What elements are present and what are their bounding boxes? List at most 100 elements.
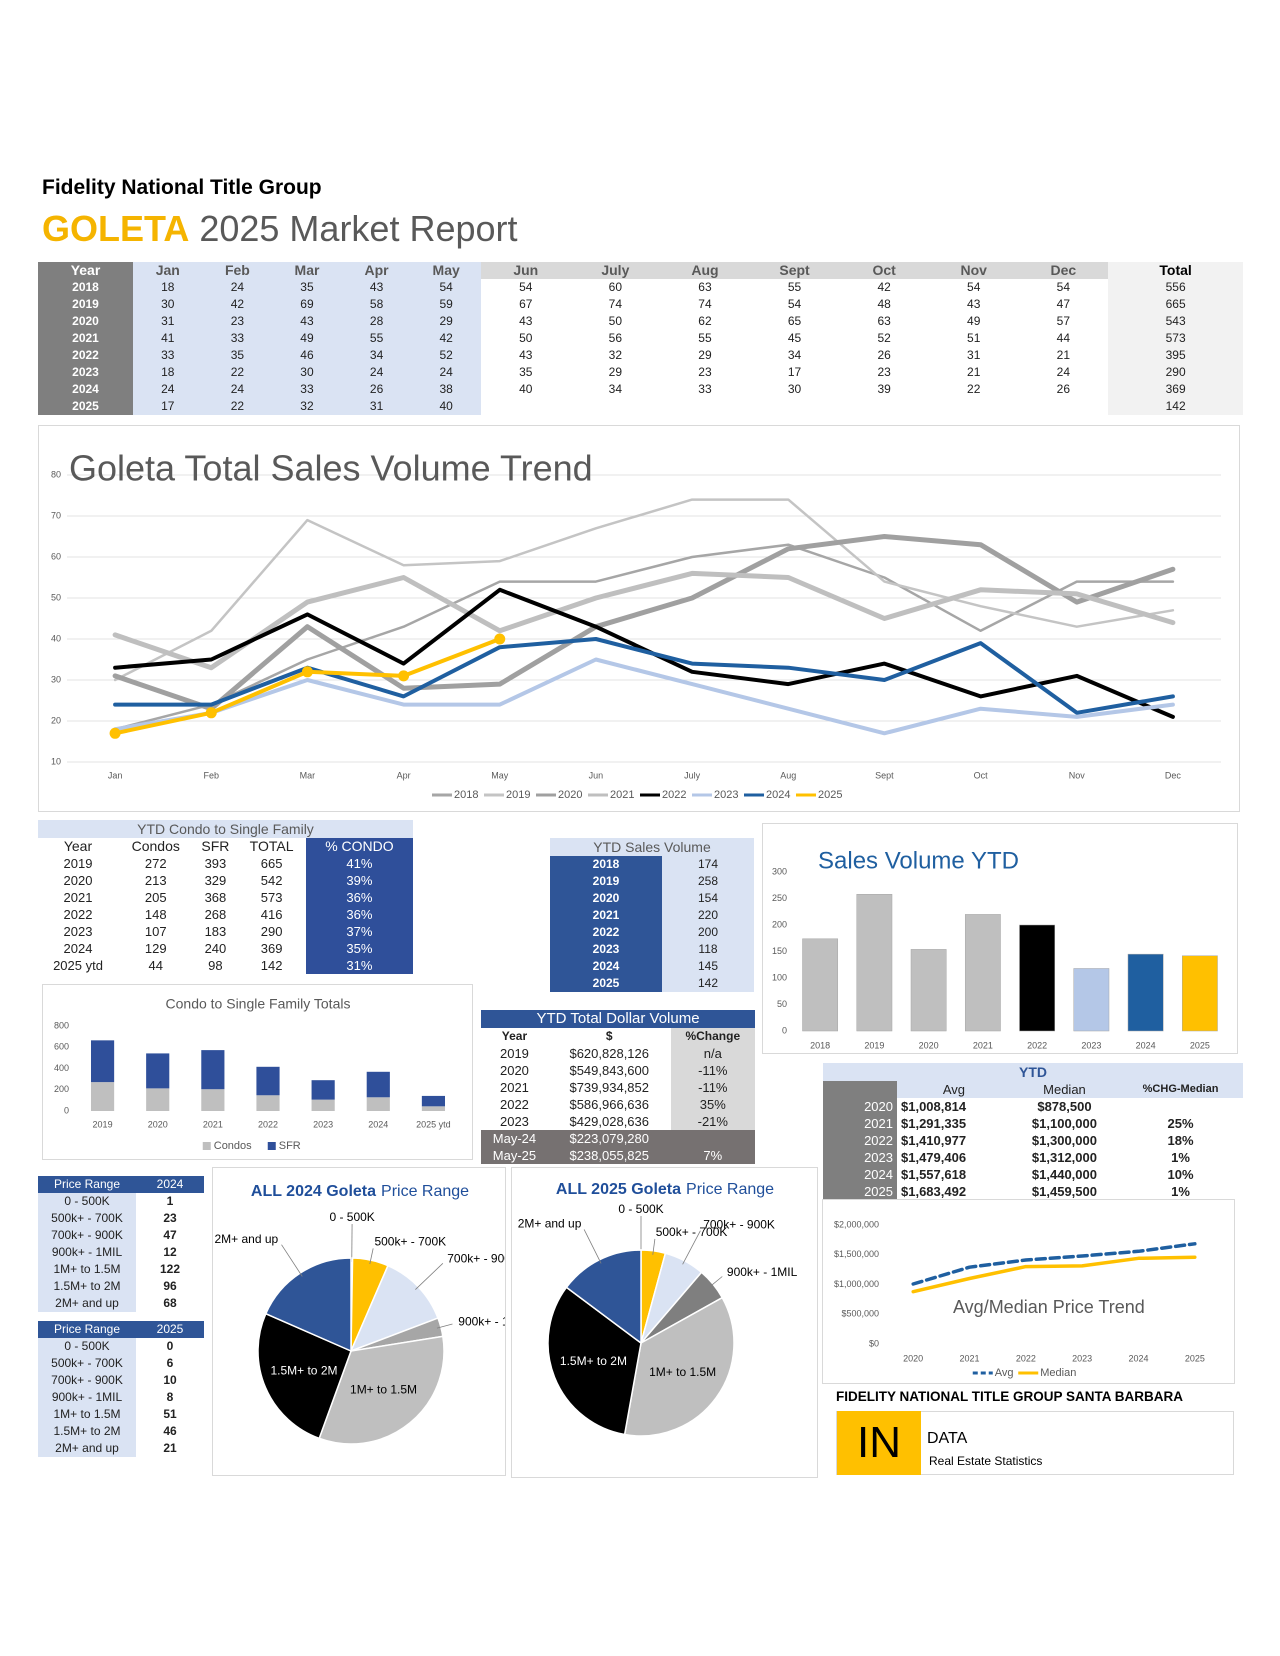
bar-segment	[90, 1082, 115, 1111]
table-cell: 2M+ and up	[38, 1440, 136, 1457]
table-cell: 2024	[550, 958, 662, 975]
table-cell: 1.5M+ to 2M	[38, 1423, 136, 1440]
table-row: 2021 220	[550, 907, 754, 924]
series-line	[112, 570, 1176, 671]
header-cell: Price Range	[38, 1321, 136, 1338]
header-cell: Feb	[202, 262, 273, 279]
pie-slice	[623, 1296, 735, 1437]
price-table-2024: Price Range 2024 0 - 500K 1 500k+ - 700K 23 70…	[38, 1176, 204, 1312]
table-row: 2020 154	[550, 890, 754, 907]
slice-label: 900k+ - 1MIL	[458, 1315, 506, 1329]
table-cell: 8	[166, 1390, 174, 1404]
table-row: 2025 142	[550, 975, 754, 992]
leader-line	[709, 1276, 723, 1287]
header-cell: Avg	[897, 1081, 1011, 1098]
table-cell: 30	[272, 364, 342, 381]
slice-label: 0 - 500K	[329, 1210, 374, 1224]
y-tick-label: 20	[51, 715, 61, 725]
table-title: YTD Condo to Single Family	[38, 820, 413, 838]
table-cell: $238,055,825	[547, 1147, 671, 1164]
price-table-2025: Price Range 2025 0 - 500K 0 500k+ - 700K 6 700…	[38, 1321, 204, 1457]
legend-swatch	[202, 1142, 211, 1150]
y-tick-label: 30	[51, 674, 61, 684]
table-cell: 35%	[670, 1096, 755, 1113]
table-cell: $1,100,000	[1031, 1116, 1097, 1131]
legend-label: 2020	[558, 789, 582, 801]
table-row: 2020 $1,008,814 $878,500	[823, 1098, 1243, 1115]
slice-label: 1.5M+ to 2M	[560, 1354, 627, 1368]
bar-segment	[366, 1071, 390, 1098]
x-tick-label: 2023	[1081, 1040, 1101, 1050]
table-cell: 272	[144, 856, 167, 871]
bar-segment	[201, 1089, 225, 1111]
header-cell: Nov	[928, 262, 1019, 279]
table-cell: 96	[163, 1279, 177, 1293]
legend-swatch	[267, 1142, 276, 1150]
table-cell: $1,312,000	[1031, 1150, 1097, 1165]
table-cell: 22	[202, 364, 273, 381]
condo-table: YTD Condo to Single Family Year Condos SFR T…	[38, 820, 413, 974]
title-bold: ALL 2024 Goleta	[251, 1183, 376, 1200]
x-tick-label: Apr	[397, 770, 411, 780]
table-cell: 543	[1108, 313, 1244, 330]
leader-line	[281, 1244, 303, 1277]
table-cell: 148	[144, 907, 167, 922]
table-cell: 21	[163, 1441, 177, 1455]
table-cell: 46	[272, 347, 342, 364]
table-cell: 23	[163, 1211, 177, 1225]
bar-segment	[421, 1106, 446, 1111]
table-cell: 2025 ytd	[53, 958, 103, 973]
footer-title: FIDELITY NATIONAL TITLE GROUP SANTA BARB…	[836, 1389, 1183, 1404]
header-row: Year $ %Change	[481, 1028, 755, 1045]
table-cell: $1,459,500	[1031, 1184, 1097, 1199]
table-cell: 268	[204, 907, 227, 922]
table-cell: 23	[877, 365, 891, 379]
table-cell: 122	[159, 1262, 181, 1276]
bar	[964, 914, 1001, 1032]
brand: DATA	[927, 1430, 968, 1447]
bar	[910, 949, 947, 1032]
table-cell: 2018	[550, 856, 662, 873]
table-cell: 205	[144, 890, 167, 905]
table-cell: 56	[608, 331, 623, 345]
table-cell: 63	[877, 314, 891, 328]
table-cell: 2020	[63, 873, 93, 888]
x-tick-label: 2022	[258, 1119, 278, 1129]
table-cell: 35	[202, 347, 273, 364]
chart-title: ALL 2024 Goleta Price Range	[251, 1183, 469, 1200]
x-tick-label: 2023	[1072, 1353, 1092, 1363]
bar-segment	[311, 1099, 335, 1111]
table-cell: $1,683,492	[901, 1184, 967, 1199]
slice-label: 2M+ and up	[215, 1232, 279, 1246]
table-cell: 98	[208, 958, 223, 973]
table-cell: 25%	[1167, 1116, 1194, 1131]
table-cell: 258	[662, 873, 754, 890]
x-tick-label: 2018	[810, 1040, 830, 1050]
table-row: 2020 213 329 542 39%	[38, 872, 413, 889]
table-cell: 329	[204, 873, 227, 888]
table-cell: 2022	[63, 907, 93, 922]
table-row: May-25 $238,055,825 7%	[481, 1147, 755, 1164]
table-cell: 40	[519, 382, 533, 396]
table-cell: 42	[877, 280, 891, 294]
table-cell: 57	[1056, 314, 1070, 328]
table-cell: 17	[133, 398, 203, 415]
table-cell: 18%	[1167, 1133, 1194, 1148]
point	[109, 727, 121, 739]
table-cell: 55	[341, 330, 412, 347]
slice-label: 1M+ to 1.5M	[350, 1383, 417, 1397]
x-tick-label: 2022	[1027, 1040, 1047, 1050]
table-cell: 500k+ - 700K	[38, 1210, 136, 1227]
table-row: 2020 31 23 43 28 29 43 50 62 65 63 49 57 543	[38, 313, 1244, 330]
table-cell: 52	[411, 347, 481, 364]
table-cell: 369	[260, 941, 283, 956]
table-cell: 393	[204, 856, 227, 871]
table-cell	[660, 398, 750, 415]
table-cell: 36%	[305, 889, 413, 906]
table-cell: 29	[411, 313, 481, 330]
footer-box: IN DATA Real Estate Statistics	[836, 1411, 1234, 1475]
x-tick-label: 2021	[973, 1040, 993, 1050]
y-tick-label: 200	[772, 919, 787, 929]
header-cell: Oct	[839, 262, 929, 279]
y-tick-label: 0	[64, 1105, 69, 1115]
